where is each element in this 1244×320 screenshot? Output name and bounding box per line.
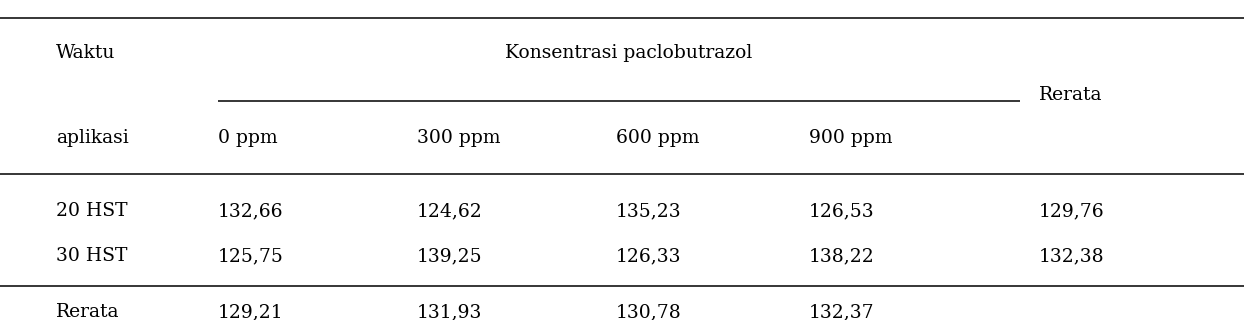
- Text: 132,66: 132,66: [218, 202, 284, 220]
- Text: Waktu: Waktu: [56, 44, 116, 62]
- Text: 600 ppm: 600 ppm: [616, 129, 699, 147]
- Text: 129,76: 129,76: [1039, 202, 1105, 220]
- Text: aplikasi: aplikasi: [56, 129, 128, 147]
- Text: 132,38: 132,38: [1039, 247, 1105, 265]
- Text: 129,21: 129,21: [218, 303, 284, 320]
- Text: 132,37: 132,37: [809, 303, 875, 320]
- Text: 135,23: 135,23: [616, 202, 682, 220]
- Text: 900 ppm: 900 ppm: [809, 129, 892, 147]
- Text: 20 HST: 20 HST: [56, 202, 127, 220]
- Text: Rerata: Rerata: [56, 303, 119, 320]
- Text: 126,33: 126,33: [616, 247, 682, 265]
- Text: 124,62: 124,62: [417, 202, 483, 220]
- Text: 130,78: 130,78: [616, 303, 682, 320]
- Text: 139,25: 139,25: [417, 247, 483, 265]
- Text: 138,22: 138,22: [809, 247, 875, 265]
- Text: 126,53: 126,53: [809, 202, 875, 220]
- Text: Rerata: Rerata: [1039, 86, 1102, 104]
- Text: 131,93: 131,93: [417, 303, 483, 320]
- Text: 300 ppm: 300 ppm: [417, 129, 500, 147]
- Text: 0 ppm: 0 ppm: [218, 129, 277, 147]
- Text: 125,75: 125,75: [218, 247, 284, 265]
- Text: 30 HST: 30 HST: [56, 247, 127, 265]
- Text: Konsentrasi paclobutrazol: Konsentrasi paclobutrazol: [505, 44, 751, 62]
